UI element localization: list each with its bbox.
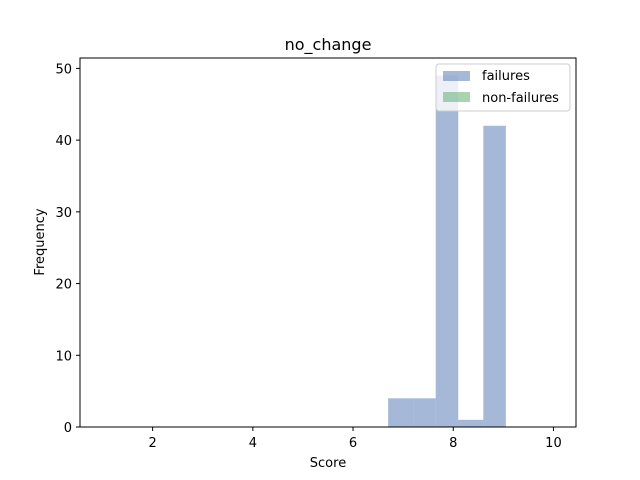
bar-failures-0 [388,398,414,427]
y-axis-label: Frequency [33,208,48,275]
y-tick-label: 10 [55,349,72,364]
chart-title: no_change [285,35,372,55]
bar-failures-3 [458,419,484,427]
y-tick-label: 30 [55,206,72,221]
x-axis: 2 4 6 8 10 [149,427,562,451]
legend-label-non-failures: non-failures [482,91,559,106]
y-axis: 0 10 20 30 40 50 [55,62,80,436]
x-axis-label: Score [310,456,346,471]
legend: failures non-failures [435,63,571,112]
bar-failures-2 [435,75,459,428]
plot-frame [79,57,577,428]
bar-failures-1 [413,398,436,427]
legend-label-failures: failures [482,69,530,84]
bar-failures-4 [483,125,506,427]
y-tick-label: 20 [55,278,72,293]
y-tick-label: 50 [55,62,72,77]
x-tick-label: 8 [449,436,457,451]
x-tick-label: 4 [249,436,257,451]
x-tick-label: 10 [545,436,562,451]
y-tick-label: 40 [55,134,72,149]
y-tick-label: 0 [64,421,72,436]
legend-swatch-non-failures [443,92,470,102]
x-tick-label: 6 [349,436,357,451]
legend-swatch-failures [443,71,470,81]
x-tick-label: 2 [149,436,157,451]
plot-area [388,75,506,428]
